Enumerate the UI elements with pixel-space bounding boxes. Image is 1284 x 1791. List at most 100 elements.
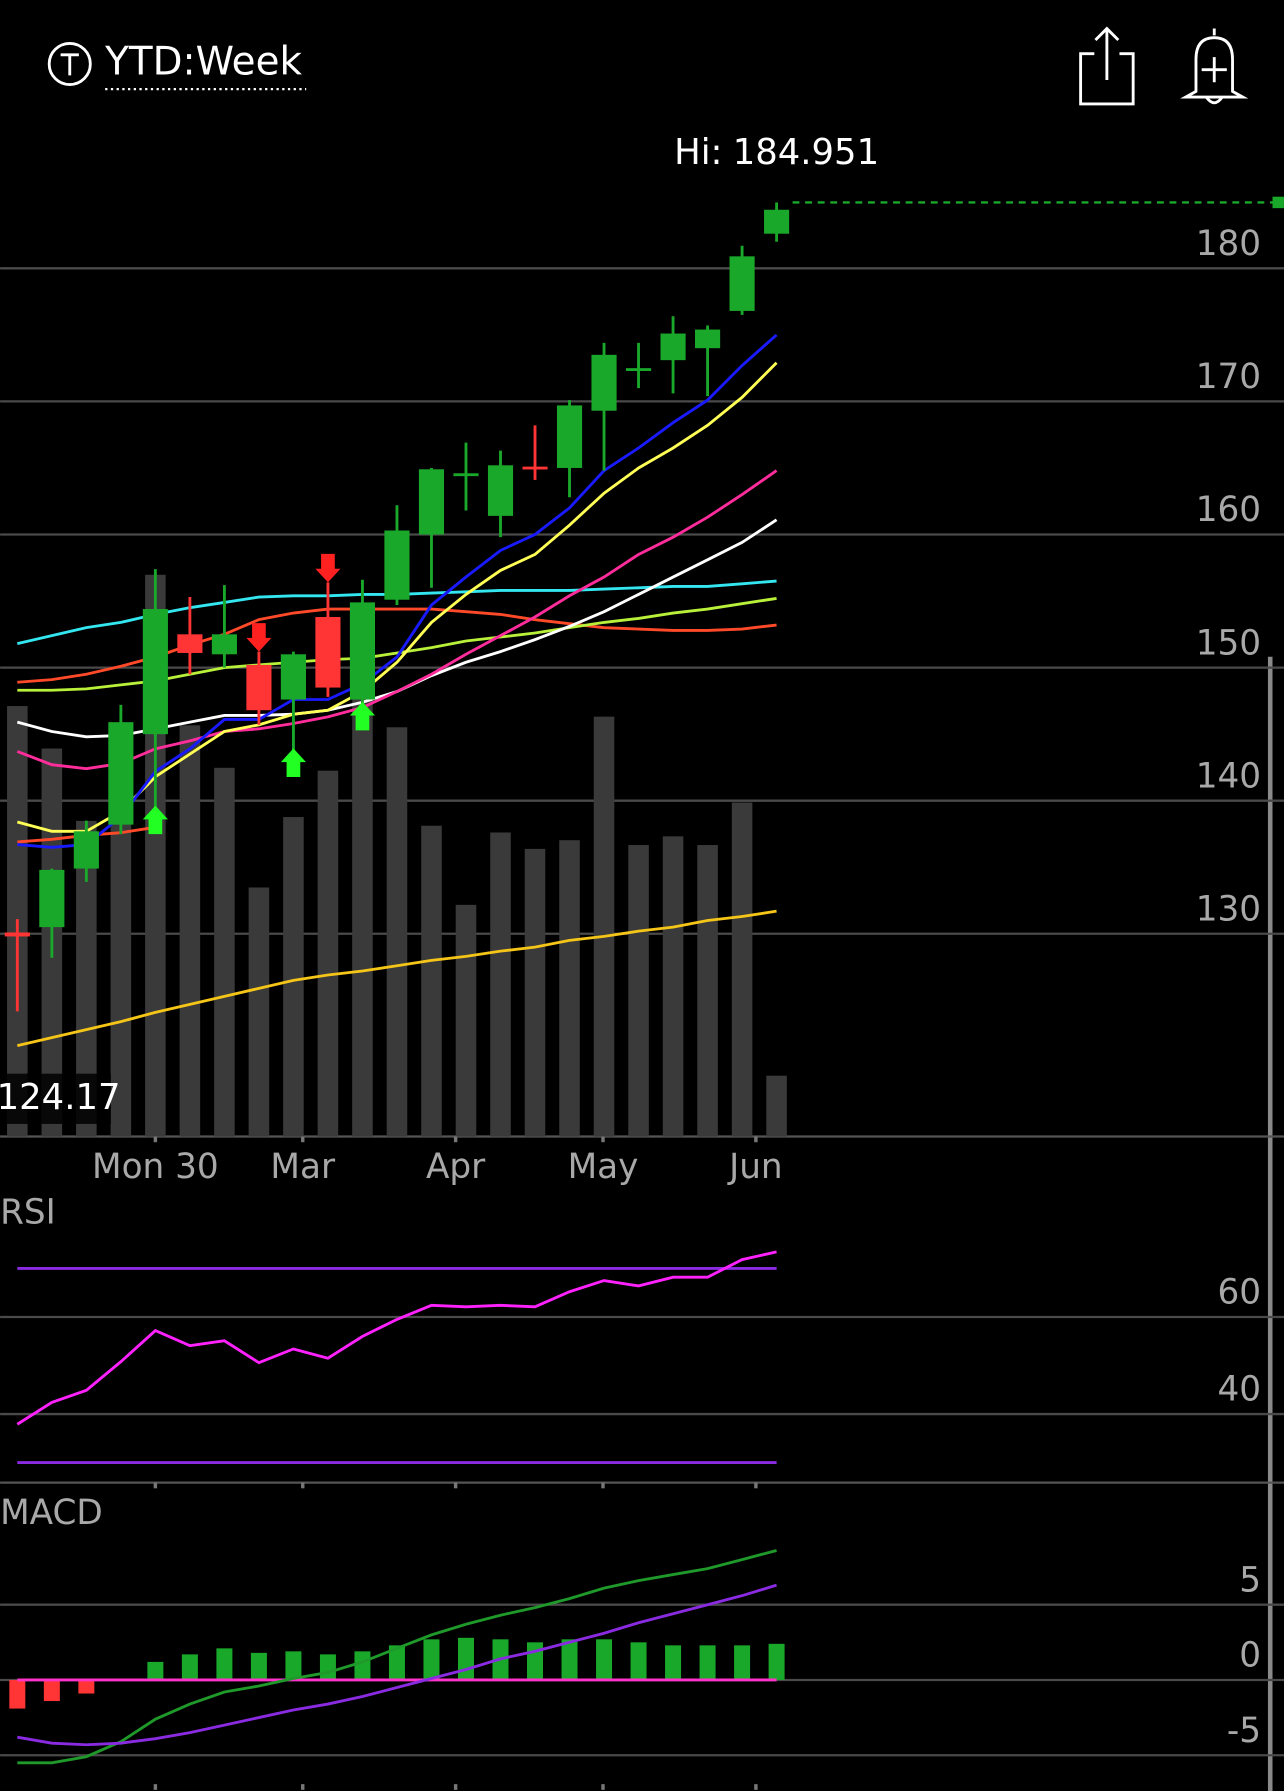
sell-arrow <box>246 623 272 652</box>
histogram-bar <box>388 1645 405 1680</box>
volume-bar <box>179 725 201 1137</box>
high-marker <box>1272 196 1284 209</box>
candle-body <box>39 869 65 928</box>
type-icon-glyph <box>60 53 79 76</box>
low-label: 124.17 <box>0 1077 120 1118</box>
panel-title: RSI <box>0 1193 56 1233</box>
volume-bar <box>283 817 304 1137</box>
candle-body <box>246 664 272 711</box>
histogram-bar <box>43 1679 60 1702</box>
histogram-bar <box>216 1648 233 1680</box>
candle-body <box>453 473 479 477</box>
histogram-bar <box>354 1651 371 1680</box>
histogram-bar <box>423 1639 440 1680</box>
high-label-prefix: Hi: <box>674 132 722 173</box>
share-button[interactable] <box>1079 26 1135 106</box>
volume-bar <box>697 845 718 1137</box>
volume-bar <box>421 825 442 1137</box>
y-tick-label: 160 <box>1196 490 1261 530</box>
indicator-line <box>17 1583 777 1747</box>
x-tick-label: Mon 30 <box>92 1147 219 1187</box>
share-box <box>1079 52 1135 106</box>
bell-plus <box>1201 57 1227 83</box>
y-tick-label: 40 <box>1217 1370 1261 1410</box>
candle-body <box>695 329 721 349</box>
volume-bar <box>76 820 97 1137</box>
volume-bar <box>593 716 615 1137</box>
volume-bar <box>248 887 270 1137</box>
volume-bar <box>559 840 580 1137</box>
indicator-line <box>16 909 777 1047</box>
volume-bar <box>214 767 235 1137</box>
volume-bar <box>386 727 408 1137</box>
y-tick-label: 60 <box>1217 1273 1261 1313</box>
panel-title: MACD <box>0 1493 103 1533</box>
share-arrow <box>1094 26 1120 80</box>
candle-body <box>177 634 203 653</box>
histogram-bar <box>734 1645 751 1680</box>
x-tick-label: Apr <box>426 1147 486 1187</box>
low-label-box <box>0 1073 111 1124</box>
volume-bar <box>731 802 753 1137</box>
histogram-bar <box>285 1651 302 1680</box>
y-tick-label: 130 <box>1196 889 1261 929</box>
high-label-value: 184.951 <box>733 132 879 173</box>
histogram-bar <box>596 1639 613 1680</box>
histogram-bar <box>768 1643 785 1680</box>
candle-body <box>280 654 306 700</box>
candle-body <box>418 469 445 535</box>
timeframe-selector[interactable]: YTD:Week <box>47 39 307 91</box>
candle-body <box>4 932 30 937</box>
candle-body <box>591 354 617 411</box>
candle-body <box>315 617 341 688</box>
histogram-bar <box>250 1652 267 1680</box>
histogram-bar <box>457 1637 474 1680</box>
volume-bar <box>766 1075 787 1137</box>
x-tick-label: May <box>568 1147 639 1187</box>
y-tick-label: 180 <box>1196 224 1261 264</box>
volume-bar <box>490 832 511 1137</box>
histogram-bar <box>527 1642 544 1680</box>
histogram-bar <box>78 1679 95 1694</box>
histogram-bar <box>319 1654 336 1680</box>
indicator-line <box>17 333 778 849</box>
buy-arrow <box>280 748 306 777</box>
volume-bar <box>524 848 546 1137</box>
candle-body <box>729 256 755 311</box>
volume-bar <box>662 836 684 1137</box>
x-tick-label: Mar <box>270 1147 336 1187</box>
candle-body <box>108 722 134 825</box>
indicator-line <box>17 1549 777 1765</box>
x-tick-label: Jun <box>727 1147 783 1187</box>
candle-body <box>522 466 548 470</box>
candle-body <box>142 609 168 735</box>
candle-body <box>660 333 686 361</box>
y-tick-label: 150 <box>1196 623 1261 663</box>
histogram-bar <box>9 1679 26 1709</box>
volume-bar <box>455 904 477 1137</box>
indicator-line <box>16 469 778 771</box>
buy-arrow <box>349 701 376 731</box>
candle-body <box>73 831 99 869</box>
timeframe-title: YTD:Week <box>104 39 302 84</box>
high-label: Hi: 184.951 <box>674 132 879 173</box>
volume-bar <box>352 699 373 1137</box>
candle-body <box>349 602 376 700</box>
histogram-bar <box>561 1639 578 1680</box>
indicator-line <box>16 1250 777 1426</box>
histogram-bar <box>665 1645 682 1680</box>
volume-bar <box>317 770 339 1137</box>
candle-body <box>625 368 652 371</box>
candle-body <box>211 634 237 655</box>
sell-arrow <box>315 553 341 583</box>
candle-body <box>487 465 514 516</box>
buy-arrow <box>142 805 168 835</box>
candle-body <box>384 530 410 600</box>
histogram-bar <box>630 1642 647 1680</box>
y-tick-label: 140 <box>1196 756 1261 796</box>
histogram-bar <box>699 1645 716 1680</box>
alert-button[interactable] <box>1180 28 1249 105</box>
volume-bar <box>628 845 649 1137</box>
